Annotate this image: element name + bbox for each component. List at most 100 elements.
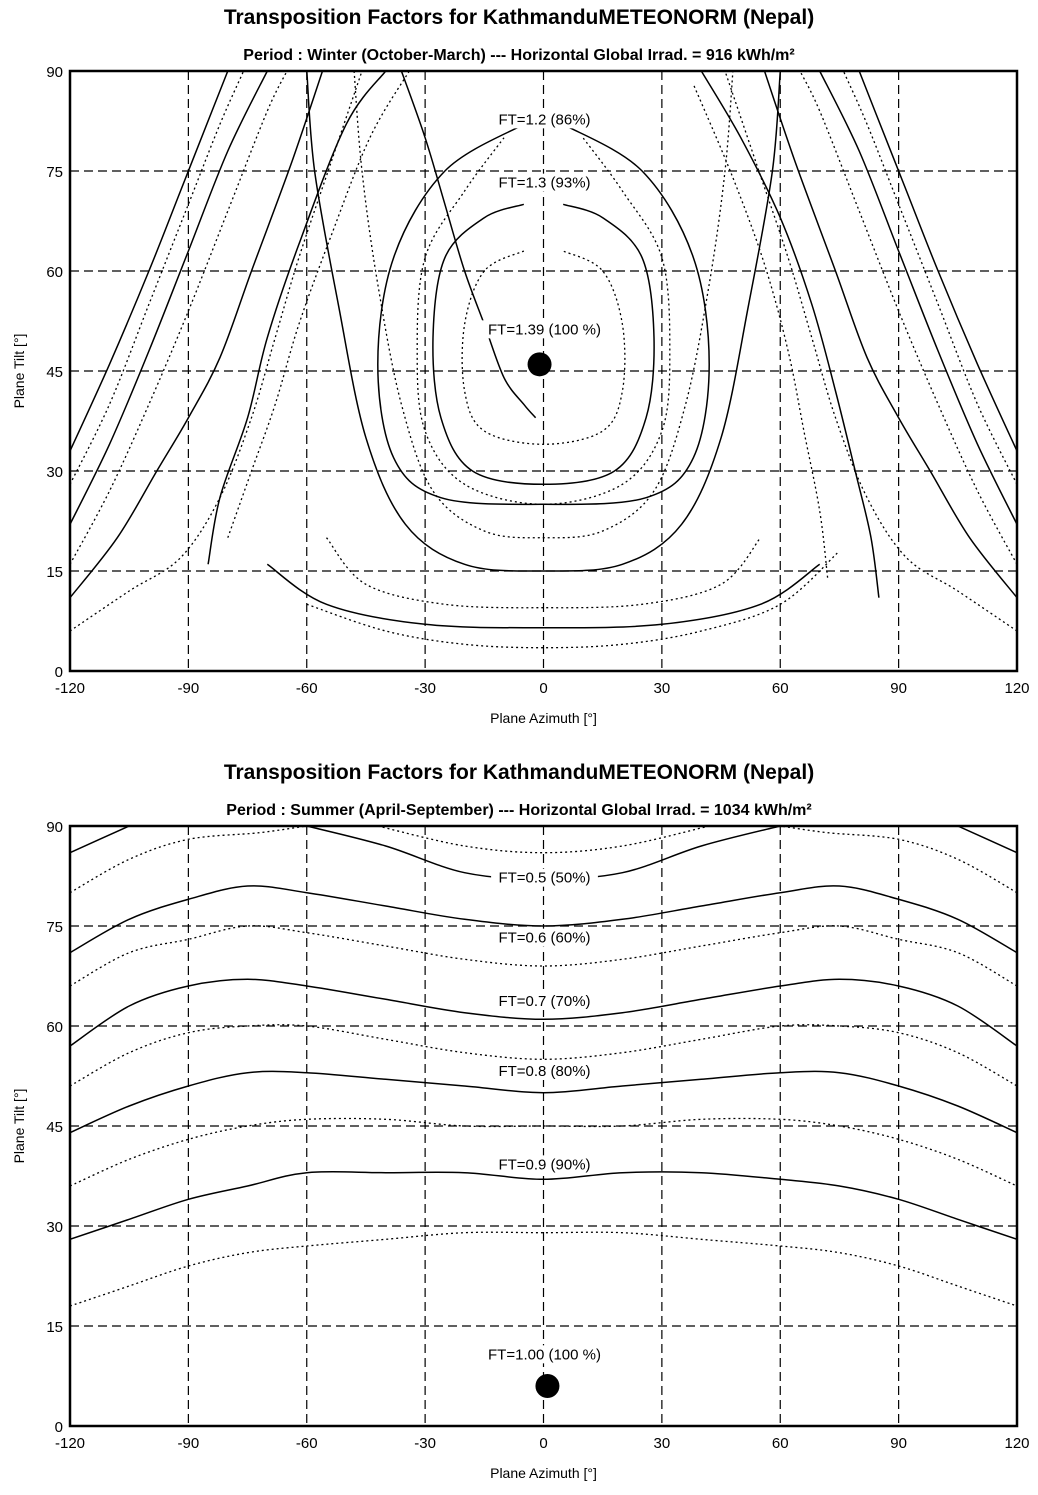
- summer-xtick-label: 0: [539, 1435, 547, 1452]
- winter-contour-line: [724, 71, 1017, 632]
- winter-contour-line: [266, 563, 821, 629]
- summer-ytick-label: 30: [46, 1219, 63, 1236]
- winter-contour-label: FT=1.39 (100 %): [488, 321, 601, 338]
- summer-contour-label: FT=0.5 (50%): [498, 870, 590, 887]
- summer-xtick-label: 60: [772, 1435, 789, 1452]
- winter-contour-line: [799, 71, 1017, 565]
- winter-xtick-label: 0: [539, 680, 547, 697]
- winter-xtick-label: 120: [1004, 680, 1029, 697]
- summer-contour-label-bg: [491, 868, 598, 887]
- winter-contour-label-bg: [478, 320, 611, 339]
- winter-xtick-label: -120: [55, 680, 85, 697]
- summer-contour-line: [957, 826, 1017, 854]
- winter-contour-label-bg: [491, 110, 598, 129]
- summer-contour-label-bg: [491, 1155, 598, 1174]
- summer-contour-line: [70, 1024, 1017, 1087]
- summer-contour-line: [70, 1070, 1017, 1134]
- winter-contour-line: [763, 71, 1017, 599]
- winter-contours: [70, 71, 1017, 649]
- winter-contour-line: [325, 537, 762, 609]
- winter-contour-line: [400, 71, 537, 419]
- summer-contour-label: FT=0.9 (90%): [498, 1156, 590, 1173]
- summer-xtick-label: 90: [890, 1435, 907, 1452]
- summer-contour-label-bg: [491, 992, 598, 1010]
- summer-xtick-label: -120: [55, 1435, 85, 1452]
- winter-chart: -120 -90 -60 -30 0 30 60 90 120 0 15 30 45 60 75 90 Plan…: [0, 0, 1038, 740]
- winter-plot-svg: -120 -90 -60 -30 0 30 60 90 120 0 15 30 45 60 75 90 Plan…: [11, 64, 1030, 726]
- winter-contour-line: [70, 71, 363, 632]
- summer-contour-label: FT=1.00 (100 %): [488, 1346, 601, 1363]
- winter-contour-line: [432, 203, 655, 486]
- summer-contour-label-bg: [478, 1345, 611, 1364]
- summer-contour-label: FT=0.8 (80%): [498, 1063, 590, 1080]
- summer-ytick-label: 45: [46, 1119, 63, 1136]
- summer-chart-title: Transposition Factors for KathmanduMETEO…: [223, 761, 815, 784]
- winter-contour-line: [692, 84, 829, 578]
- winter-chart-title: Transposition Factors for KathmanduMETEO…: [223, 6, 815, 29]
- summer-xaxis-label: Plane Azimuth [°]: [490, 1465, 597, 1481]
- winter-xtick-label: 60: [772, 680, 789, 697]
- winter-contour-line: [227, 71, 410, 538]
- winter-contour-line: [353, 71, 734, 539]
- summer-ytick-label: 15: [46, 1319, 63, 1336]
- winter-xaxis-label: Plane Azimuth [°]: [490, 710, 597, 726]
- winter-ytick-label: 75: [46, 164, 63, 181]
- winter-xtick-label: -60: [296, 680, 318, 697]
- winter-contour-line: [70, 71, 324, 599]
- summer-xtick-label: -30: [414, 1435, 436, 1452]
- winter-ytick-label: 15: [46, 564, 63, 581]
- winter-ytick-label: 45: [46, 364, 63, 381]
- summer-contour-label-bg: [491, 1062, 598, 1080]
- winter-xtick-label: -30: [414, 680, 436, 697]
- summer-contour-line: [70, 826, 130, 854]
- winter-contour-line: [842, 71, 1017, 485]
- summer-chart-subtitle: Period : Summer (April-September) --- Ho…: [226, 802, 812, 819]
- winter-contour-label-bg: [491, 173, 598, 192]
- summer-xtick-label: -60: [296, 1435, 318, 1452]
- summer-plot-svg: -120 -90 -60 -30 0 30 60 90 120 0 15 30 45 60 75 90 Plan…: [11, 819, 1030, 1481]
- winter-ytick-label: 90: [46, 64, 63, 81]
- winter-optimum-marker: [527, 352, 552, 377]
- summer-contour-line: [70, 826, 307, 894]
- winter-contour-line: [461, 250, 626, 445]
- winter-xtick-label: -90: [178, 680, 200, 697]
- summer-ytick-label: 60: [46, 1019, 63, 1036]
- summer-ytick-label: 90: [46, 819, 63, 836]
- summer-chart: -120 -90 -60 -30 0 30 60 90 120 0 15 30 45 60 75 90 Plan…: [0, 755, 1038, 1495]
- winter-contour-line: [207, 71, 387, 565]
- summer-contour-label: FT=0.7 (70%): [498, 993, 590, 1010]
- summer-contour-line: [70, 1170, 1017, 1241]
- winter-contour-label: FT=1.2 (86%): [498, 111, 590, 128]
- winter-chart-subtitle: Period : Winter (October-March) --- Hori…: [243, 47, 795, 64]
- winter-yaxis-label: Plane Tilt [°]: [11, 334, 27, 409]
- winter-contour-line: [70, 71, 268, 525]
- summer-contours: [70, 826, 1017, 1307]
- winter-contour-line: [306, 71, 782, 572]
- summer-contour-line: [70, 885, 1017, 954]
- summer-ytick-label: 75: [46, 919, 63, 936]
- summer-contour-label: FT=0.6 (60%): [498, 930, 590, 947]
- winter-ytick-label: 0: [55, 664, 63, 681]
- winter-contour-line: [819, 71, 1017, 525]
- summer-contour-line: [780, 826, 1017, 894]
- summer-optimum-marker: [535, 1374, 560, 1398]
- summer-ytick-label: 0: [55, 1419, 63, 1436]
- summer-contour-line: [70, 978, 1017, 1047]
- winter-contour-line: [70, 71, 288, 565]
- summer-contour-line: [70, 1231, 1017, 1307]
- winter-contour-line: [70, 71, 229, 452]
- summer-xtick-label: 30: [654, 1435, 671, 1452]
- winter-plot-frame: [68, 69, 1019, 673]
- winter-xtick-label: 30: [654, 680, 671, 697]
- winter-contour-line: [377, 123, 710, 506]
- summer-contour-line: [70, 1117, 1017, 1187]
- winter-contour-line: [858, 71, 1017, 452]
- summer-contour-label-bg: [491, 928, 598, 947]
- winter-contour-label: FT=1.3 (93%): [498, 175, 590, 192]
- winter-ytick-label: 60: [46, 264, 63, 281]
- summer-contour-line: [377, 826, 710, 854]
- summer-xtick-label: -90: [178, 1435, 200, 1452]
- winter-contour-line: [70, 71, 245, 485]
- summer-plot-frame: [68, 824, 1019, 1428]
- winter-contour-line: [306, 550, 840, 649]
